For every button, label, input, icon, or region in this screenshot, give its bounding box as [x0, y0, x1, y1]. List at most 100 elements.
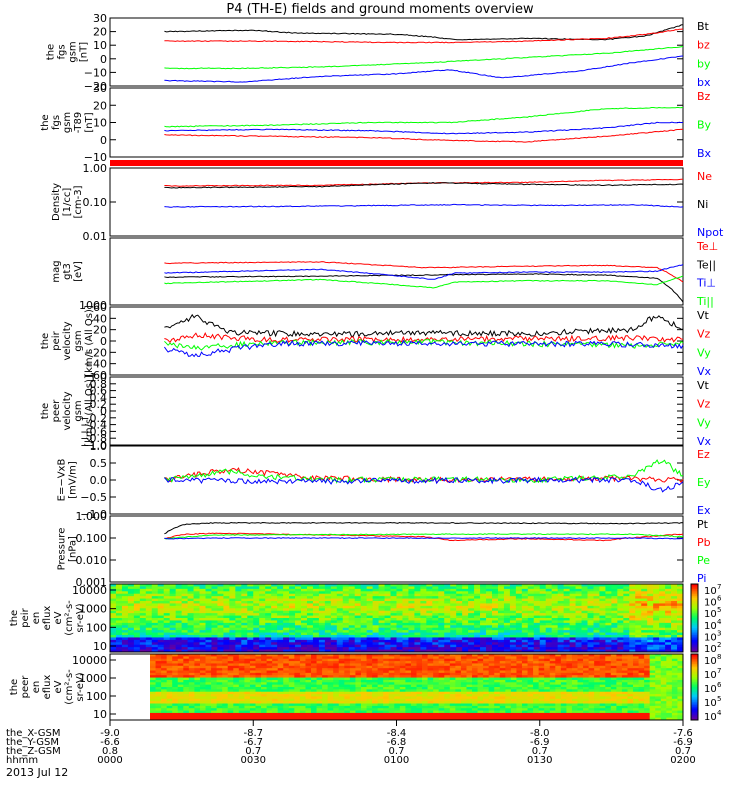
- spectrogram-cell: [216, 677, 223, 681]
- spectrogram-cell: [635, 584, 642, 587]
- spectrogram-cell: [405, 712, 412, 716]
- spectrogram-cell: [151, 637, 159, 641]
- spectrogram-cell: [157, 593, 165, 597]
- spectrogram-cell: [414, 647, 421, 650]
- spectrogram-cell: [265, 618, 272, 621]
- spectrogram-cell: [551, 615, 559, 619]
- legend-entry: Pi: [697, 572, 706, 585]
- spectrogram-cell: [466, 679, 473, 683]
- spectrogram-cell: [266, 715, 273, 719]
- spectrogram-cell: [110, 586, 117, 590]
- spectrogram-cell: [288, 687, 295, 690]
- spectrogram-cell: [366, 632, 374, 636]
- spectrogram-cell: [283, 603, 290, 607]
- spectrogram-cell: [390, 615, 397, 619]
- y-axis-label-line: [nT]: [84, 112, 95, 132]
- spectrogram-cell: [545, 639, 553, 643]
- legend-entry: Ti⊥: [696, 277, 716, 290]
- spectrogram-cell: [372, 622, 379, 626]
- y-tick-label: 0.010: [76, 554, 108, 567]
- spectrogram-cell: [533, 705, 540, 709]
- spectrogram-cell: [133, 622, 141, 626]
- spectrogram-cell: [449, 677, 456, 681]
- spectrogram-cell: [533, 656, 540, 660]
- spectrogram-cell: [265, 591, 272, 595]
- spectrogram-cell: [477, 672, 484, 676]
- spectrogram-cell: [497, 637, 505, 641]
- spectrogram-cell: [396, 598, 403, 602]
- spectrogram-cell: [426, 586, 433, 590]
- spectrogram-cell: [444, 627, 451, 631]
- spectrogram-cell: [121, 649, 129, 653]
- spectrogram-cell: [294, 654, 301, 657]
- spectrogram-cell: [414, 615, 421, 619]
- spectrogram-cell: [199, 586, 206, 590]
- spectrogram-cell: [360, 705, 367, 709]
- spectrogram-cell: [438, 601, 445, 604]
- spectrogram-cell: [349, 665, 356, 669]
- spectrogram-cell: [169, 610, 177, 614]
- spectrogram-cell: [399, 691, 406, 695]
- colorbar-tick-exponent: 2: [717, 641, 721, 649]
- spectrogram-cell: [235, 644, 242, 648]
- spectrogram-cell: [575, 647, 582, 650]
- spectrogram-cell: [427, 694, 434, 697]
- spectrogram-cell: [611, 596, 618, 599]
- spectrogram-cell: [223, 627, 230, 631]
- spectrogram-cell: [388, 717, 395, 721]
- spectrogram-cell: [127, 632, 135, 636]
- spectrogram-cell: [271, 627, 278, 631]
- spectrogram-cell: [539, 591, 547, 595]
- spectrogram-cell: [330, 586, 338, 590]
- spectrogram-cell: [545, 588, 553, 592]
- spectrogram-cell: [432, 610, 439, 614]
- spectrogram-cell: [587, 613, 594, 616]
- spectrogram-cell: [538, 705, 545, 709]
- spectrogram-cell: [593, 639, 600, 643]
- spectrogram-cell: [402, 625, 409, 629]
- spectrogram-cell: [327, 717, 334, 721]
- spectrogram-cell: [516, 703, 523, 707]
- spectrogram-cell: [330, 635, 338, 638]
- spectrogram-cell: [516, 687, 523, 690]
- spectrogram-cell: [474, 647, 481, 650]
- spectrogram-cell: [366, 613, 374, 616]
- y-axis-label-line: eflux: [42, 606, 53, 631]
- spectrogram-cell: [444, 603, 451, 607]
- spectrogram-cell: [486, 635, 493, 638]
- spectrogram-cell: [505, 672, 512, 676]
- spectrogram-cell: [581, 632, 588, 636]
- y-tick-label: 40: [93, 312, 107, 325]
- spectrogram-cell: [277, 625, 284, 629]
- spectrogram-cell: [227, 672, 234, 676]
- spectrogram-cell: [533, 625, 541, 629]
- spectrogram-cell: [426, 610, 433, 614]
- spectrogram-cell: [187, 601, 194, 604]
- spectrogram-cell: [527, 661, 534, 664]
- spectrogram-cell: [408, 635, 415, 638]
- spectrogram-cell: [348, 596, 356, 599]
- spectrogram-cell: [299, 682, 306, 686]
- spectrogram-cell: [205, 715, 212, 719]
- spectrogram-cell: [155, 670, 162, 674]
- spectrogram-cell: [677, 593, 684, 597]
- spectrogram-cell: [360, 715, 367, 719]
- spectrogram-cell: [474, 642, 481, 646]
- spectrogram-cell: [301, 649, 308, 653]
- spectrogram-cell: [426, 639, 433, 643]
- spectrogram-cell: [161, 710, 168, 714]
- spectrogram-cell: [521, 682, 528, 686]
- spectrogram-cell: [241, 647, 248, 650]
- spectrogram-cell: [575, 627, 582, 631]
- spectrogram-cell: [127, 639, 135, 643]
- spectrogram-cell: [438, 710, 445, 714]
- spectrogram-cell: [581, 591, 588, 595]
- spectrogram-cell: [295, 620, 302, 624]
- spectrogram-cell: [462, 630, 469, 633]
- spectrogram-cell: [611, 591, 618, 595]
- spectrogram-cell: [344, 677, 351, 681]
- spectrogram-cell: [261, 684, 267, 688]
- spectrogram-cell: [115, 637, 123, 641]
- spectrogram-cell: [444, 635, 451, 638]
- spectrogram-cell: [327, 691, 334, 695]
